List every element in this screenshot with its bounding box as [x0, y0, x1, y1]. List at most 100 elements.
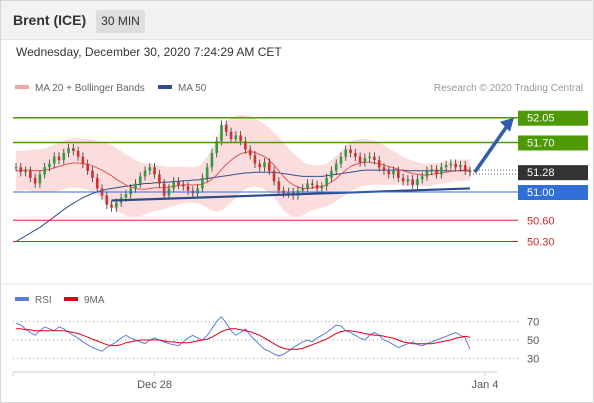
candle: [52, 152, 56, 168]
candle-body: [353, 153, 357, 157]
candle-body: [449, 163, 453, 166]
candle-body: [287, 192, 290, 194]
candle: [397, 166, 400, 183]
candle-body: [52, 156, 56, 164]
candle: [267, 158, 271, 176]
candle-body: [43, 167, 46, 175]
candle-body: [67, 148, 70, 154]
candle-body: [258, 163, 262, 168]
candle: [339, 152, 343, 168]
candle: [430, 165, 434, 176]
candle: [129, 184, 133, 199]
candle: [143, 166, 147, 181]
candle-body: [134, 183, 137, 189]
rsi-legend-label: RSI: [35, 295, 52, 306]
candle-body: [153, 167, 156, 175]
timeframe-button[interactable]: 30 MIN: [96, 10, 145, 33]
candle-body: [201, 177, 204, 189]
candle-body: [148, 167, 152, 171]
level-label: 52.05: [527, 113, 555, 125]
candle-body: [129, 188, 133, 195]
candle-body: [392, 170, 395, 175]
candle-body: [162, 183, 166, 196]
candle-body: [296, 190, 300, 196]
level-label: 51.28: [527, 167, 555, 179]
candle-body: [14, 167, 18, 169]
chart-datetime: Wednesday, December 30, 2020 7:24:29 AM …: [16, 45, 282, 59]
candle: [463, 160, 467, 176]
candle: [401, 173, 405, 186]
candle-body: [401, 177, 405, 182]
rsi-tick-label: 70: [527, 316, 539, 328]
instrument-name: Brent (ICE): [13, 12, 87, 28]
bollinger-band: [16, 114, 470, 217]
candle-body: [62, 153, 66, 161]
candle-body: [267, 162, 271, 171]
level-last-price: 51.28: [470, 165, 588, 181]
candle-body: [19, 167, 23, 173]
candle: [105, 191, 109, 209]
rsi-tick-label: 30: [527, 354, 539, 366]
candle: [272, 166, 276, 186]
candle-body: [76, 150, 80, 157]
ma50-legend-label: MA 50: [178, 83, 207, 94]
candle: [33, 173, 37, 188]
x-tick-label: Jan 4: [472, 379, 499, 391]
candle: [349, 145, 352, 158]
candle: [201, 173, 204, 193]
candle-body: [397, 170, 400, 178]
rsi-tick-label: 50: [527, 335, 539, 347]
candle-body: [234, 135, 238, 139]
candle-body: [86, 163, 89, 171]
candle: [72, 143, 75, 156]
candle: [196, 184, 199, 198]
candle-body: [363, 158, 367, 163]
candle-body: [138, 176, 142, 184]
candle: [224, 120, 228, 137]
candle-body: [444, 165, 448, 168]
rsi-plot: 70 50 30: [13, 315, 539, 366]
level-label: 50.60: [527, 215, 555, 227]
candle: [210, 148, 214, 172]
candle-body: [220, 124, 223, 142]
candle-body: [320, 186, 324, 189]
candle-body: [377, 160, 381, 168]
candle-body: [224, 124, 228, 132]
candle: [420, 172, 424, 184]
candle-body: [344, 149, 348, 157]
level-lines: 52.05 51.70 51.28 51.00 50.60 50.30: [13, 110, 588, 249]
level-tag: [518, 165, 588, 181]
candle: [91, 166, 94, 183]
candle-body: [215, 141, 219, 154]
candle: [296, 186, 300, 200]
candle-body: [339, 156, 343, 164]
candle: [86, 159, 89, 176]
candle: [215, 136, 219, 158]
level-label: 51.70: [527, 137, 555, 149]
candle-body: [382, 167, 386, 171]
candle-body: [38, 174, 42, 184]
level-label: 51.00: [527, 187, 555, 199]
candle-body: [315, 184, 319, 189]
candle-body: [368, 156, 371, 159]
candle: [48, 159, 51, 172]
candle-body: [416, 179, 419, 185]
candle: [406, 175, 410, 186]
candle-body: [29, 170, 32, 178]
candle: [220, 120, 223, 146]
level-label: 50.30: [527, 237, 555, 249]
projection-arrow-shaft: [473, 123, 510, 174]
candle-body: [95, 177, 99, 189]
candle: [449, 159, 453, 170]
level-resistance: 51.70: [13, 135, 588, 151]
candle-body: [172, 181, 176, 189]
ma9-legend-label: 9MA: [84, 295, 105, 306]
candle: [358, 152, 362, 167]
candle: [363, 153, 367, 167]
candle: [43, 162, 46, 179]
candle: [368, 152, 371, 163]
candle: [57, 152, 61, 165]
candle: [435, 165, 438, 179]
